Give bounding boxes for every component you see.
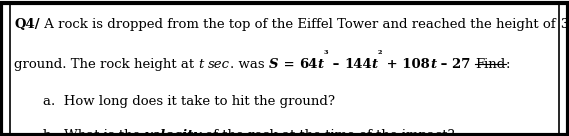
Text: ²: ² xyxy=(378,50,382,59)
Text: . was: . was xyxy=(230,58,269,72)
Text: of the rock at the time of the impact?: of the rock at the time of the impact? xyxy=(201,129,455,136)
Text: =: = xyxy=(279,58,299,72)
Text: velocity: velocity xyxy=(145,129,201,136)
Text: t: t xyxy=(199,58,204,72)
Text: :: : xyxy=(506,58,510,72)
Text: t: t xyxy=(318,58,324,72)
Text: 64: 64 xyxy=(299,58,318,72)
Text: – 27: – 27 xyxy=(436,58,475,72)
Text: –: – xyxy=(328,58,344,72)
Text: t: t xyxy=(430,58,436,72)
Text: a.  How long does it take to hit the ground?: a. How long does it take to hit the grou… xyxy=(43,95,335,108)
Text: b.  What is the: b. What is the xyxy=(43,129,145,136)
Text: ³: ³ xyxy=(324,50,328,59)
Text: ground. The rock height at: ground. The rock height at xyxy=(14,58,199,72)
Text: + 108: + 108 xyxy=(382,58,430,72)
Text: A rock is dropped from the top of the Eiffel Tower and reached the height of: A rock is dropped from the top of the Ei… xyxy=(40,18,560,31)
Text: t: t xyxy=(372,58,378,72)
Text: sec: sec xyxy=(208,58,230,72)
Text: Q4/: Q4/ xyxy=(14,18,40,31)
Text: Find: Find xyxy=(475,58,506,72)
Text: S: S xyxy=(269,58,279,72)
Text: 144: 144 xyxy=(344,58,372,72)
Text: 30m: 30m xyxy=(560,18,569,31)
